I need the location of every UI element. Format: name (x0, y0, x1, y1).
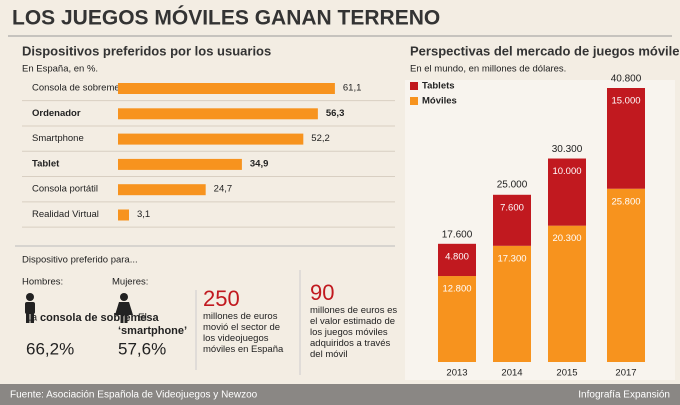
total-label: 17.600 (442, 229, 473, 240)
stat-number: 90 (310, 280, 335, 305)
stat-text: millones de euros movió el sector de los… (203, 311, 284, 355)
device-prefix: La (26, 313, 38, 324)
bar (118, 133, 304, 145)
stat-number: 250 (203, 286, 240, 311)
bar (118, 108, 318, 120)
share: 57,6% (118, 339, 166, 358)
value-label: 20.300 (552, 233, 581, 244)
legend-swatch (410, 97, 418, 105)
device-name: ‘smartphone’ (118, 325, 187, 337)
credit: Infografía Expansión (578, 390, 670, 401)
category-label: Consola de sobremesa (32, 83, 130, 94)
chart-title: Dispositivos preferidos por los usuarios (22, 43, 271, 58)
value-label: 10.000 (552, 166, 581, 177)
value-label: 12.800 (442, 284, 471, 295)
value-label: 4.800 (445, 251, 469, 262)
value-label: 17.300 (497, 253, 526, 264)
legend-label: Tablets (422, 81, 455, 92)
total-label: 25.000 (497, 180, 528, 191)
total-label: 40.800 (611, 74, 642, 85)
group-label: Hombres: (22, 277, 63, 288)
share: 66,2% (26, 339, 74, 358)
category-label: Ordenador (32, 108, 81, 119)
bar-segment (548, 225, 586, 362)
value-label: 34,9 (250, 158, 269, 169)
total-label: 30.300 (552, 144, 583, 155)
chart-subtitle: En España, en %. (22, 64, 98, 75)
chart-subtitle: En el mundo, en millones de dólares. (410, 64, 566, 75)
value-label: 25.800 (611, 196, 640, 207)
category-label: Smartphone (32, 133, 84, 144)
bar-segment (493, 194, 531, 246)
stat-text: millones de euros es el valor estimado d… (310, 305, 398, 360)
value-label: 7.600 (500, 202, 524, 213)
value-label: 15.000 (611, 96, 640, 107)
bar (118, 83, 335, 94)
x-tick-label: 2015 (556, 368, 577, 379)
value-label: 24,7 (214, 184, 233, 195)
bar (118, 184, 206, 196)
value-label: 3,1 (137, 209, 150, 220)
bar-segment (607, 88, 645, 189)
footer-bar (0, 384, 680, 405)
bar-segment (548, 158, 586, 226)
group-label: Mujeres: (112, 277, 148, 288)
category-label: Tablet (32, 158, 60, 169)
bar (118, 158, 242, 170)
device-name: consola de sobremesa (40, 312, 159, 324)
bar-segment (607, 188, 645, 362)
section-heading: Dispositivo preferido para... (22, 255, 138, 266)
legend-swatch (410, 82, 418, 90)
legend-label: Móviles (422, 96, 457, 107)
value-label: 61,1 (343, 83, 362, 94)
value-label: 56,3 (326, 108, 345, 119)
chart-title: Perspectivas del mercado de juegos móvil… (410, 43, 680, 58)
category-label: Consola portátil (32, 184, 98, 195)
woman-icon (115, 293, 133, 323)
value-label: 52,2 (311, 133, 330, 144)
x-tick-label: 2013 (446, 368, 467, 379)
bar-segment (493, 245, 531, 362)
man-icon (25, 293, 35, 323)
device-prefix: El (138, 313, 147, 324)
source: Fuente: Asociación Española de Videojueg… (10, 390, 258, 401)
bar-segment (438, 243, 476, 277)
bar-segment (438, 276, 476, 362)
x-tick-label: 2017 (615, 368, 636, 379)
bar (118, 209, 130, 221)
x-tick-label: 2014 (501, 368, 522, 379)
category-label: Realidad Virtual (32, 209, 99, 220)
page-title: LOS JUEGOS MÓVILES GANAN TERRENO (12, 6, 440, 30)
